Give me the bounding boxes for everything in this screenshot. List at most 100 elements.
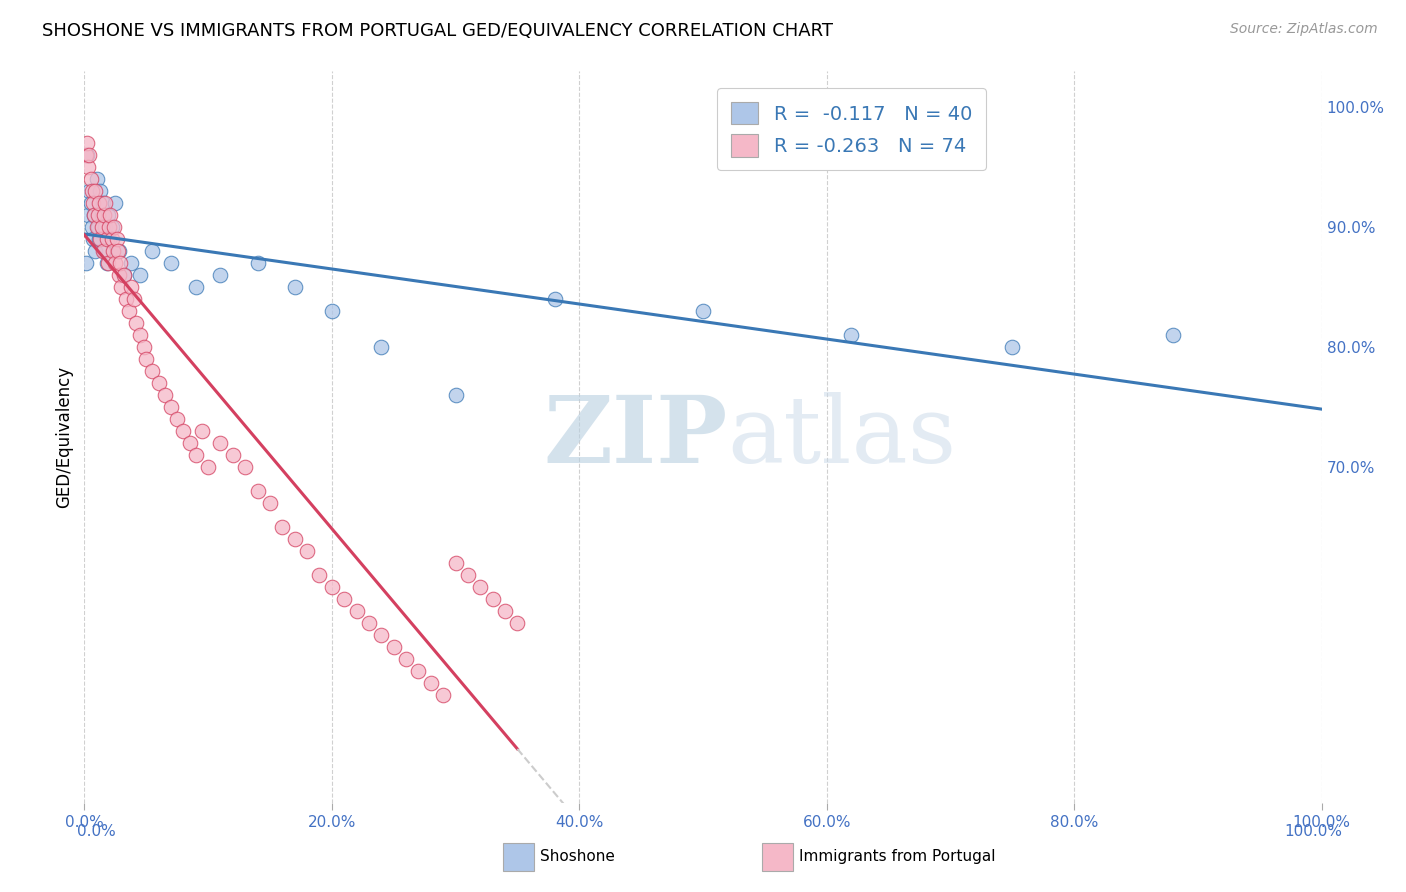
Point <box>184 280 207 294</box>
Point <box>284 280 307 294</box>
Point <box>197 460 219 475</box>
Point <box>321 580 343 594</box>
Point <box>543 292 565 306</box>
Point <box>184 448 207 462</box>
Point <box>90 208 112 222</box>
Point <box>96 256 118 270</box>
Text: SHOSHONE VS IMMIGRANTS FROM PORTUGAL GED/EQUIVALENCY CORRELATION CHART: SHOSHONE VS IMMIGRANTS FROM PORTUGAL GED… <box>42 22 834 40</box>
Text: 0.0%: 0.0% <box>77 824 117 838</box>
Point <box>91 244 114 259</box>
Point <box>1161 328 1184 343</box>
Point <box>125 316 148 330</box>
Point <box>84 184 107 198</box>
Point <box>100 232 122 246</box>
Point <box>108 268 131 283</box>
Point <box>93 208 115 222</box>
Point <box>77 161 100 175</box>
Point <box>103 220 125 235</box>
Point <box>444 388 467 402</box>
Point <box>222 448 245 462</box>
Point <box>122 292 145 306</box>
Point <box>408 664 430 678</box>
Point <box>82 196 104 211</box>
Point <box>107 244 129 259</box>
Point <box>79 196 101 211</box>
Point <box>79 148 101 162</box>
Point <box>333 591 356 606</box>
Point <box>172 424 194 438</box>
Point <box>153 388 176 402</box>
Point <box>104 196 127 211</box>
Point <box>75 148 97 162</box>
Text: ZIP: ZIP <box>544 392 728 482</box>
Point <box>80 220 103 235</box>
Point <box>370 340 392 354</box>
Point <box>89 184 111 198</box>
Point <box>432 688 454 702</box>
Point <box>89 232 111 246</box>
Point <box>246 256 269 270</box>
Point <box>308 568 330 582</box>
Point <box>141 244 163 259</box>
Point <box>83 208 105 222</box>
Point <box>105 232 128 246</box>
Point <box>83 208 105 222</box>
Point <box>84 244 107 259</box>
Point <box>457 568 479 582</box>
Point <box>76 148 98 162</box>
Point <box>110 280 132 294</box>
Point <box>77 208 100 222</box>
Point <box>80 184 103 198</box>
Point <box>141 364 163 378</box>
Text: Source: ZipAtlas.com: Source: ZipAtlas.com <box>1230 22 1378 37</box>
Point <box>284 532 307 546</box>
Point <box>148 376 170 391</box>
Point <box>98 208 121 222</box>
Point <box>115 292 138 306</box>
Point <box>346 604 368 618</box>
Point <box>494 604 516 618</box>
Point <box>94 220 117 235</box>
Point <box>179 436 201 450</box>
Text: Immigrants from Portugal: Immigrants from Portugal <box>799 849 995 863</box>
Point <box>108 244 131 259</box>
Point <box>370 628 392 642</box>
Point <box>692 304 714 318</box>
Point <box>89 196 111 211</box>
Point <box>395 652 418 666</box>
Point <box>79 184 101 198</box>
Point <box>104 256 127 270</box>
Point <box>160 256 183 270</box>
Point <box>112 268 135 283</box>
Point <box>110 256 132 270</box>
Point <box>841 328 863 343</box>
Point <box>444 556 467 570</box>
Point <box>246 483 269 498</box>
Point <box>87 220 110 235</box>
Point <box>75 256 97 270</box>
Point <box>97 256 120 270</box>
Point <box>135 352 157 367</box>
Point <box>191 424 214 438</box>
Text: Shoshone: Shoshone <box>540 849 614 863</box>
Point <box>129 328 152 343</box>
Point <box>160 400 183 414</box>
Point <box>259 496 281 510</box>
Point <box>112 268 135 283</box>
Point <box>97 208 120 222</box>
Point <box>101 244 124 259</box>
Point <box>87 208 110 222</box>
Point <box>90 220 112 235</box>
Point <box>166 412 188 426</box>
Point <box>132 340 155 354</box>
Point <box>82 232 104 246</box>
Point <box>506 615 529 630</box>
Point <box>470 580 492 594</box>
Point <box>233 460 256 475</box>
Point <box>321 304 343 318</box>
Point <box>295 544 318 558</box>
Text: 100.0%: 100.0% <box>1285 824 1343 838</box>
Text: atlas: atlas <box>728 392 957 482</box>
Y-axis label: GED/Equivalency: GED/Equivalency <box>55 366 73 508</box>
Point <box>129 268 152 283</box>
